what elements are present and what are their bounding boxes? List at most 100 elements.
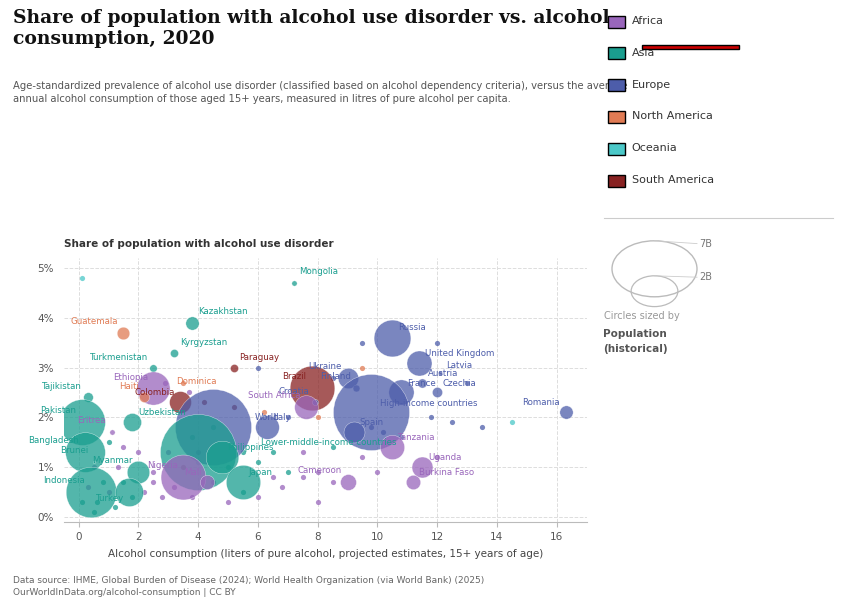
Point	[191, 457, 205, 467]
Point	[558, 407, 572, 417]
Point	[177, 378, 190, 388]
Point	[227, 403, 241, 412]
Point	[173, 398, 187, 407]
Point	[355, 363, 369, 373]
Point	[371, 467, 384, 477]
Point	[236, 487, 250, 497]
Point	[183, 388, 196, 397]
Point	[126, 492, 139, 502]
Point	[355, 452, 369, 462]
Text: Philippines: Philippines	[228, 443, 274, 452]
Text: Dominica: Dominica	[176, 377, 217, 386]
Text: Kyrgyzstan: Kyrgyzstan	[180, 338, 227, 347]
Point	[146, 467, 160, 477]
Point	[116, 442, 130, 452]
Text: Age-standardized prevalence of alcohol use disorder (classified based on alcohol: Age-standardized prevalence of alcohol u…	[13, 81, 627, 104]
Point	[349, 383, 363, 392]
Text: Brazil: Brazil	[282, 371, 306, 380]
Point	[177, 472, 190, 482]
Point	[460, 378, 473, 388]
Point	[177, 463, 190, 472]
Point	[236, 448, 250, 457]
Point	[311, 467, 325, 477]
Point	[305, 383, 319, 392]
Point	[158, 378, 172, 388]
FancyBboxPatch shape	[643, 45, 739, 49]
Point	[311, 413, 325, 422]
Point	[394, 388, 408, 397]
Point	[296, 448, 309, 457]
Text: Romania: Romania	[523, 398, 560, 407]
Text: Pakistan: Pakistan	[40, 406, 76, 415]
Point	[416, 378, 429, 388]
Text: Italy: Italy	[273, 413, 291, 422]
Point	[424, 413, 438, 422]
Point	[102, 487, 116, 497]
Point	[227, 363, 241, 373]
Text: Guatemala: Guatemala	[71, 317, 118, 326]
Point	[185, 318, 199, 328]
Point	[434, 368, 447, 377]
Point	[347, 428, 360, 437]
Point	[430, 452, 444, 462]
Text: Brunei: Brunei	[60, 446, 88, 455]
Point	[75, 418, 88, 427]
Text: in Data: in Data	[670, 34, 711, 44]
Point	[116, 328, 130, 338]
Text: South America: South America	[632, 175, 714, 185]
Text: Bangladesh: Bangladesh	[28, 436, 79, 445]
Point	[299, 403, 313, 412]
Point	[191, 448, 205, 457]
Text: France: France	[407, 379, 435, 388]
Text: Share of population with alcohol use disorder: Share of population with alcohol use dis…	[64, 239, 333, 249]
Point	[281, 413, 295, 422]
Text: United Kingdom: United Kingdom	[425, 349, 494, 358]
Point	[207, 422, 220, 432]
Point	[185, 492, 199, 502]
Point	[266, 448, 280, 457]
Point	[81, 392, 94, 402]
Text: Share of population with alcohol use disorder vs. alcohol
consumption, 2020: Share of population with alcohol use dis…	[13, 9, 609, 49]
Point	[251, 457, 264, 467]
Text: Paraguay: Paraguay	[240, 353, 280, 362]
X-axis label: Alcohol consumption (liters of pure alcohol, projected estimates, 15+ years of a: Alcohol consumption (liters of pure alco…	[107, 548, 543, 559]
Point	[116, 478, 130, 487]
Text: Colombia: Colombia	[134, 388, 175, 397]
Point	[105, 428, 118, 437]
Point	[146, 363, 160, 373]
Point	[138, 392, 151, 402]
Point	[416, 463, 429, 472]
Point	[430, 388, 444, 397]
Text: Cameroon: Cameroon	[298, 466, 342, 475]
Point	[386, 333, 400, 343]
Point	[365, 407, 378, 417]
Text: Circles sized by: Circles sized by	[604, 311, 679, 321]
Point	[221, 463, 235, 472]
Point	[132, 448, 145, 457]
Text: Turkmenistan: Turkmenistan	[89, 353, 148, 362]
Point	[78, 448, 92, 457]
Point	[215, 388, 229, 397]
Text: Data source: IHME, Global Burden of Disease (2024); World Health Organization (v: Data source: IHME, Global Burden of Dise…	[13, 576, 484, 597]
Text: Uganda: Uganda	[428, 452, 462, 461]
Text: Kazakhstan: Kazakhstan	[198, 307, 247, 316]
Point	[406, 478, 420, 487]
Text: Haiti: Haiti	[119, 382, 139, 391]
Text: Uzbekistan: Uzbekistan	[138, 408, 186, 417]
Point	[90, 497, 104, 507]
Point	[275, 482, 289, 492]
Point	[201, 478, 214, 487]
Point	[475, 422, 489, 432]
Text: Asia: Asia	[632, 48, 654, 58]
Point	[326, 373, 339, 382]
Point	[185, 433, 199, 442]
Text: World: World	[255, 413, 280, 422]
Text: Lower-middle-income countries: Lower-middle-income countries	[261, 438, 396, 447]
Point	[96, 478, 110, 487]
Text: Our World: Our World	[661, 15, 720, 25]
Point	[87, 463, 100, 472]
Text: Ukraine: Ukraine	[309, 362, 342, 371]
Point	[146, 478, 160, 487]
Point	[251, 363, 264, 373]
Point	[308, 398, 321, 407]
